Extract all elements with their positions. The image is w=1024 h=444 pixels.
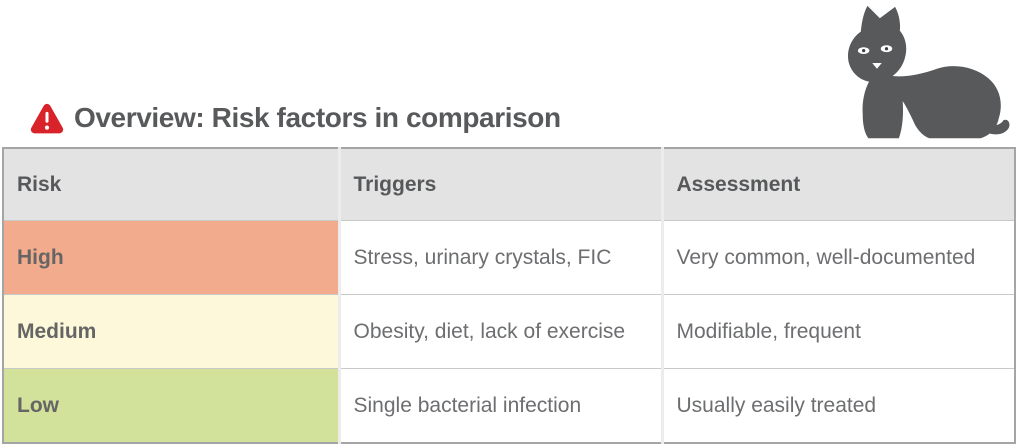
table-row-low: Low Single bacterial infection Usually e… xyxy=(2,368,1016,444)
assessment-cell-low: Usually easily treated xyxy=(660,368,1016,444)
cat-silhouette-svg xyxy=(848,5,1010,139)
assessment-cell-medium: Modifiable, frequent xyxy=(660,294,1016,369)
triggers-cell-low: Single bacterial infection xyxy=(337,368,663,444)
cat-silhouette-icon xyxy=(820,4,1012,142)
table-header-row: Risk Triggers Assessment xyxy=(2,147,1016,221)
assessment-cell-high: Very common, well-documented xyxy=(660,220,1016,295)
table-row-medium: Medium Obesity, diet, lack of exercise M… xyxy=(2,294,1016,369)
column-header-triggers: Triggers xyxy=(337,147,663,221)
risk-cell-medium: Medium xyxy=(2,294,340,369)
warning-triangle-icon xyxy=(30,103,64,134)
column-header-risk: Risk xyxy=(2,147,340,221)
table-row-high: High Stress, urinary crystals, FIC Very … xyxy=(2,220,1016,295)
page-header: Overview: Risk factors in comparison xyxy=(30,102,561,134)
triggers-cell-high: Stress, urinary crystals, FIC xyxy=(337,220,663,295)
cat-body-group xyxy=(848,5,1010,139)
triggers-cell-medium: Obesity, diet, lack of exercise xyxy=(337,294,663,369)
cat-face-group xyxy=(857,45,893,69)
page-title: Overview: Risk factors in comparison xyxy=(74,102,561,133)
risk-cell-high: High xyxy=(2,220,340,295)
column-header-assessment: Assessment xyxy=(660,147,1016,221)
risk-cell-low: Low xyxy=(2,368,340,444)
risk-comparison-table: Risk Triggers Assessment High Stress, ur… xyxy=(2,147,1016,444)
